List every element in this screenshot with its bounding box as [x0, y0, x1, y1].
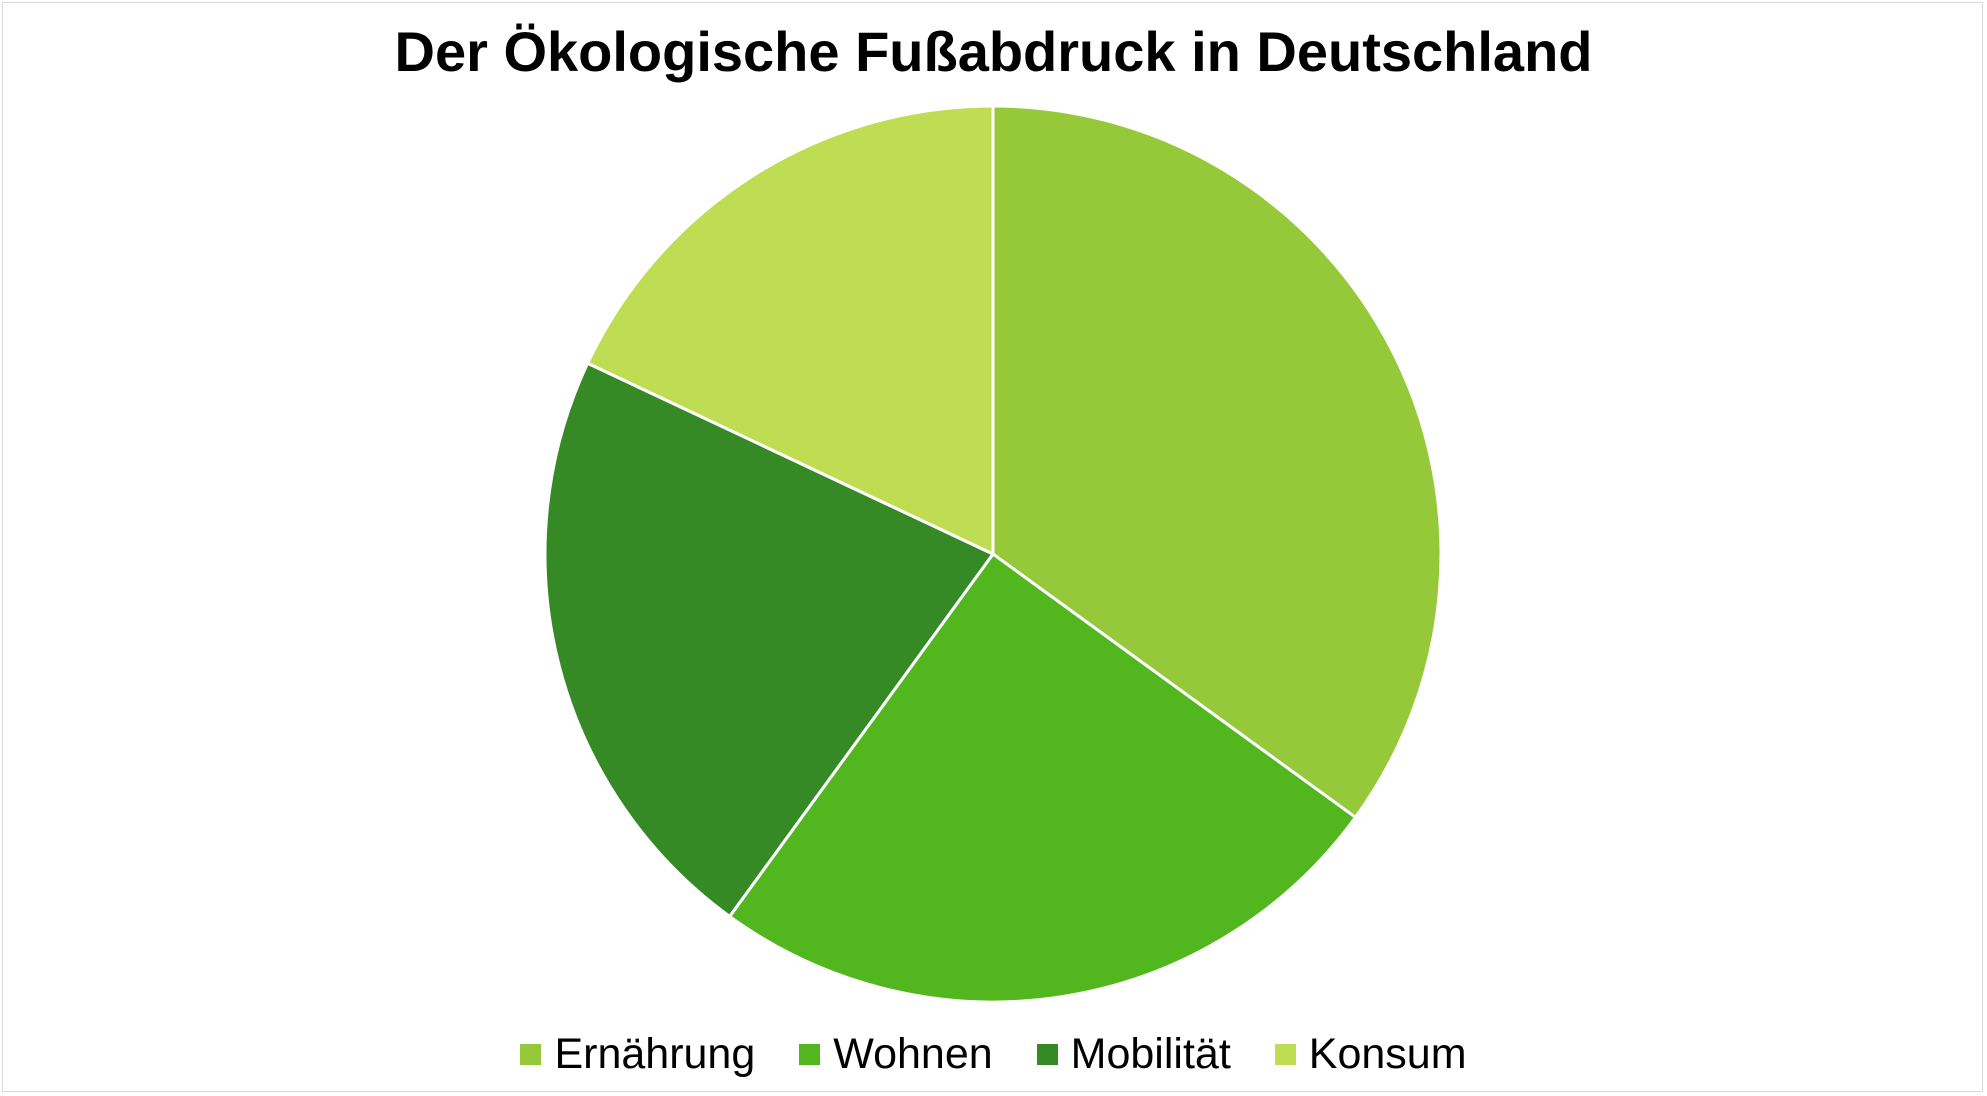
chart-legend: Ernährung Wohnen Mobilität Konsum: [0, 1024, 1987, 1084]
legend-label: Ernährung: [554, 1030, 756, 1078]
legend-item-ernaehrung[interactable]: Ernährung: [520, 1029, 755, 1079]
pie-slice-wohnen[interactable]: [728, 552, 1357, 1004]
legend-label: Wohnen: [833, 1030, 993, 1078]
pie-slice-konsum[interactable]: [586, 104, 995, 556]
legend-swatch: [1274, 1043, 1296, 1065]
pie-slices: [543, 104, 1443, 1004]
legend-label: Konsum: [1308, 1030, 1467, 1078]
legend-swatch: [1036, 1043, 1058, 1065]
legend-item-wohnen[interactable]: Wohnen: [799, 1029, 993, 1079]
pie-slice-ernaehrung[interactable]: [991, 104, 1443, 819]
legend-label: Mobilität: [1070, 1030, 1231, 1078]
chart-title: Der Ökologische Fußabdruck in Deutschlan…: [394, 20, 1593, 83]
legend-item-mobilitaet[interactable]: Mobilität: [1036, 1029, 1231, 1079]
legend-swatch: [799, 1043, 821, 1065]
legend-item-konsum[interactable]: Konsum: [1274, 1029, 1467, 1079]
legend-swatch: [520, 1043, 542, 1065]
